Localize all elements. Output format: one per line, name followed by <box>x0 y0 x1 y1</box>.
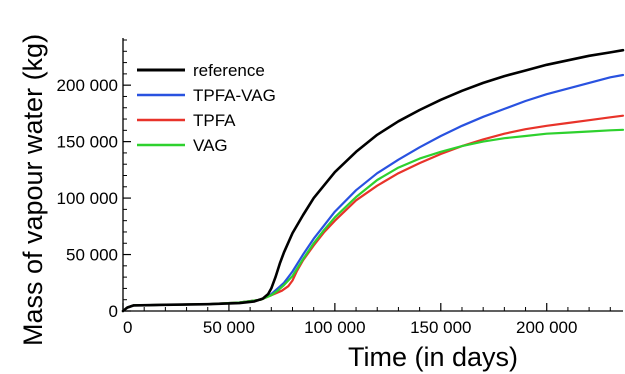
legend: reference TPFA-VAG TPFA VAG <box>137 61 276 155</box>
series-layer <box>121 48 625 313</box>
x-axis-title: Time (in days) <box>348 342 518 372</box>
legend-label: reference <box>193 61 265 80</box>
x-tick-label: 50 000 <box>203 318 255 337</box>
legend-label: TPFA <box>193 111 236 130</box>
y-tick-label: 100 000 <box>57 189 118 208</box>
x-tick-label: 200 000 <box>516 318 577 337</box>
legend-label: VAG <box>193 136 228 155</box>
axes: 0 50 000 100 000 150 000 200 000 0 50 000 100 0… <box>57 38 623 337</box>
y-axis-title: Mass of vapour water (kg) <box>18 34 48 346</box>
y-tick-label: 150 000 <box>57 133 118 152</box>
series-line-vag <box>121 128 625 313</box>
series-line-reference <box>121 48 625 313</box>
legend-label: TPFA-VAG <box>193 86 276 105</box>
x-tick-label: 100 000 <box>304 318 365 337</box>
y-tick-label: 50 000 <box>66 246 118 265</box>
x-tick-label: 150 000 <box>410 318 471 337</box>
x-tick-label: 0 <box>123 318 132 337</box>
y-tick-label: 200 000 <box>57 76 118 95</box>
y-tick-label: 0 <box>109 302 118 321</box>
